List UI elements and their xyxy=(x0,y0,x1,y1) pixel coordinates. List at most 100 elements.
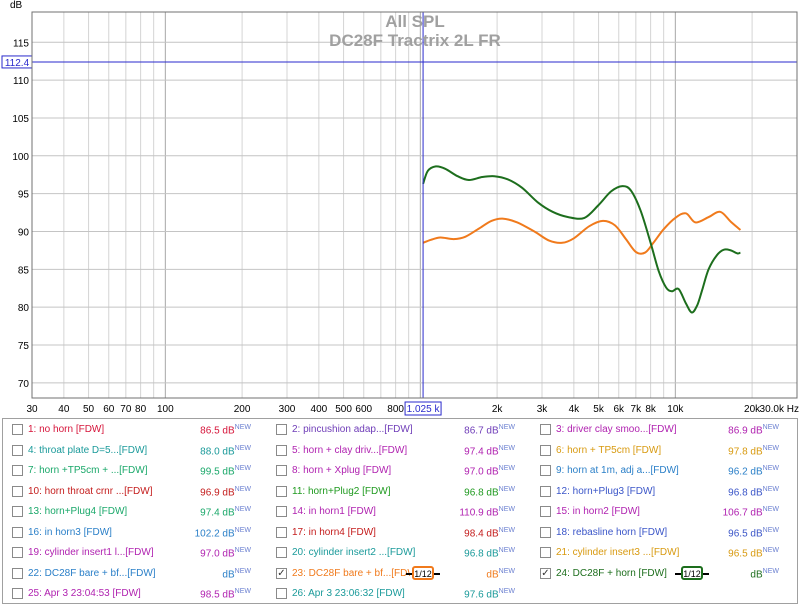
legend-checkbox[interactable] xyxy=(12,506,23,517)
legend-value-text: 97.0 dB xyxy=(200,548,235,560)
legend-value: dBNEW xyxy=(486,568,515,580)
smoothing-badge[interactable]: 1/12 xyxy=(406,565,440,580)
x-tick-label: 7k xyxy=(631,404,643,415)
legend-checkbox[interactable] xyxy=(540,465,551,476)
legend-item[interactable]: 6: horn + TP5cm [FDW] 97.8 dBNEW xyxy=(535,441,799,462)
legend-name: 22: DC28F bare + bf...[FDW] xyxy=(28,567,156,579)
legend-value: 99.5 dBNEW xyxy=(200,465,251,477)
legend-value: 96.8 dBNEW xyxy=(464,486,515,498)
legend-checkbox[interactable] xyxy=(12,588,23,599)
legend-checkbox[interactable]: ✓ xyxy=(540,567,551,579)
legend-row: 1: no horn [FDW] 86.5 dBNEW 2: pincushion … xyxy=(3,420,799,441)
legend-name: 1: no horn [FDW] xyxy=(28,424,105,435)
legend-item[interactable]: 19: cylinder insert1 l...[FDW] 97.0 dBNEW xyxy=(7,543,271,564)
smoothing-badge[interactable]: 1/12 xyxy=(675,565,709,580)
legend-checkbox[interactable] xyxy=(276,485,287,497)
legend-row: 22: DC28F bare + bf...[FDW] dBNEW ✓ 23: DC2… xyxy=(3,564,799,585)
x-tick-label: 20k xyxy=(744,404,761,415)
legend-item[interactable]: 18: rebasline horn [FDW] 96.5 dBNEW xyxy=(535,523,799,544)
legend-name: 6: horn + TP5cm [FDW] xyxy=(556,444,662,456)
legend-item[interactable]: 15: in horn2 [FDW] 106.7 dBNEW xyxy=(535,502,799,523)
legend-value: 86.5 dBNEW xyxy=(200,424,251,436)
legend-new-tag: NEW xyxy=(498,567,515,575)
legend-item[interactable]: 26: Apr 3 23:06:32 [FDW] 97.6 dBNEW xyxy=(271,584,535,605)
cursor-y-label: 112.4 xyxy=(5,58,30,69)
legend-checkbox[interactable] xyxy=(12,526,23,538)
legend-item[interactable]: 21: cylinder insert3 ...[FDW] 96.5 dBNEW xyxy=(535,543,799,564)
legend-checkbox[interactable] xyxy=(12,547,23,558)
y-tick-label: 115 xyxy=(13,38,29,49)
legend-item[interactable]: 20: cylinder insert2 ...[FDW] 96.8 dBNEW xyxy=(271,543,535,564)
legend-item[interactable]: 12: horn+Plug3 [FDW] 96.8 dBNEW xyxy=(535,482,799,503)
legend-checkbox[interactable] xyxy=(12,444,23,456)
spl-chart[interactable]: 112.41.025 k 30 40 50 60 70 80 100 200 300 400 500… xyxy=(0,0,800,418)
legend-checkbox[interactable] xyxy=(276,444,287,456)
legend-checkbox[interactable] xyxy=(12,567,23,579)
legend-checkbox[interactable] xyxy=(540,547,551,558)
legend-item[interactable]: 4: throat plate D=5...[FDW] 88.0 dBNEW xyxy=(7,441,271,462)
legend-new-tag: NEW xyxy=(234,506,251,513)
legend-checkbox[interactable] xyxy=(276,465,287,476)
x-tick-label: 70 xyxy=(120,404,132,415)
legend-checkbox[interactable] xyxy=(540,424,551,435)
legend-checkbox[interactable] xyxy=(12,485,23,497)
legend-item[interactable]: 17: in horn4 [FDW] 98.4 dBNEW xyxy=(271,523,535,544)
legend-new-tag: NEW xyxy=(498,547,515,554)
legend-value: 86.9 dBNEW xyxy=(728,424,779,436)
legend-checkbox[interactable] xyxy=(540,444,551,456)
legend-value: 96.9 dBNEW xyxy=(200,486,251,498)
legend-new-tag: NEW xyxy=(498,526,515,534)
legend-checkbox[interactable] xyxy=(276,547,287,558)
x-tick-label: 8k xyxy=(645,404,657,415)
legend-item[interactable]: 11: horn+Plug2 [FDW] 96.8 dBNEW xyxy=(271,482,535,503)
legend-value-text: 96.8 dB xyxy=(728,486,763,498)
legend-value-text: 98.5 dB xyxy=(200,589,235,601)
legend-checkbox[interactable] xyxy=(12,424,23,435)
legend-item[interactable]: 22: DC28F bare + bf...[FDW] dBNEW xyxy=(7,564,271,585)
legend-checkbox[interactable] xyxy=(12,465,23,476)
chart-area[interactable]: 112.4 1.025 k 30 40 50 60 70 80 100 200 300 400 500… xyxy=(0,0,800,418)
legend-item[interactable]: 13: horn+Plug4 [FDW] 97.4 dBNEW xyxy=(7,502,271,523)
legend-item[interactable]: 9: horn at 1m, adj a...[FDW] 96.2 dBNEW xyxy=(535,461,799,482)
legend-value: 97.0 dBNEW xyxy=(200,547,251,559)
legend-checkbox[interactable] xyxy=(540,485,551,497)
y-tick-label: 70 xyxy=(18,379,30,390)
legend-checkbox[interactable] xyxy=(540,526,551,538)
legend-checkbox[interactable] xyxy=(276,526,287,538)
legend-item[interactable]: 3: driver clay smoo...[FDW] 86.9 dBNEW xyxy=(535,420,799,441)
legend-checkbox[interactable] xyxy=(276,588,287,599)
legend-item[interactable]: 1: no horn [FDW] 86.5 dBNEW xyxy=(7,420,271,441)
legend-item[interactable]: 10: horn throat crnr ...[FDW] 96.9 dBNEW xyxy=(7,482,271,503)
legend-checkbox[interactable] xyxy=(276,424,287,435)
legend-name: 18: rebasline horn [FDW] xyxy=(556,526,668,538)
legend-item[interactable]: 8: horn + Xplug [FDW] 97.0 dBNEW xyxy=(271,461,535,482)
cursor[interactable]: 112.4 1.025 k xyxy=(1,12,797,416)
legend-item[interactable]: 25: Apr 3 23:04:53 [FDW] 98.5 dBNEW xyxy=(7,584,271,605)
legend-new-tag: NEW xyxy=(762,526,779,534)
legend-item[interactable]: 14: in horn1 [FDW] 110.9 dBNEW xyxy=(271,502,535,523)
legend-item[interactable]: 16: in horn3 [FDW] 102.2 dBNEW xyxy=(7,523,271,544)
legend-row: 4: throat plate D=5...[FDW] 88.0 dBNEW 5: … xyxy=(3,441,799,462)
y-tick-label: 80 xyxy=(18,303,30,314)
legend-new-tag: NEW xyxy=(762,567,779,575)
x-tick-label: 30.0k Hz xyxy=(760,404,799,415)
legend-value: 96.8 dBNEW xyxy=(728,486,779,498)
legend-new-tag: NEW xyxy=(234,485,251,493)
legend-new-tag: NEW xyxy=(498,444,515,452)
legend-checkbox[interactable]: ✓ xyxy=(276,567,287,579)
legend-value: 88.0 dBNEW xyxy=(200,445,251,457)
legend-checkbox[interactable] xyxy=(276,506,287,517)
legend-row: 13: horn+Plug4 [FDW] 97.4 dBNEW 14: in hor… xyxy=(3,502,799,523)
legend-item[interactable]: ✓ 24: DC28F + horn [FDW] 1/12 dBNEW xyxy=(535,564,799,585)
legend-item[interactable]: ✓ 23: DC28F bare + bf...[FDW] 1/12 dBNEW xyxy=(271,564,535,585)
legend-item[interactable]: 5: horn + clay driv...[FDW] 97.4 dBNEW xyxy=(271,441,535,462)
grid xyxy=(31,12,798,398)
plot-frame xyxy=(31,11,798,399)
legend-item[interactable]: 2: pincushion adap...[FDW] 86.7 dBNEW xyxy=(271,420,535,441)
legend-name: 17: in horn4 [FDW] xyxy=(292,526,376,538)
legend-name: 14: in horn1 [FDW] xyxy=(292,506,376,517)
x-tick-label: 80 xyxy=(135,404,147,415)
legend-checkbox[interactable] xyxy=(540,506,551,517)
legend-item[interactable]: 7: horn +TP5cm + ...[FDW] 99.5 dBNEW xyxy=(7,461,271,482)
legend-new-tag: NEW xyxy=(234,465,251,472)
